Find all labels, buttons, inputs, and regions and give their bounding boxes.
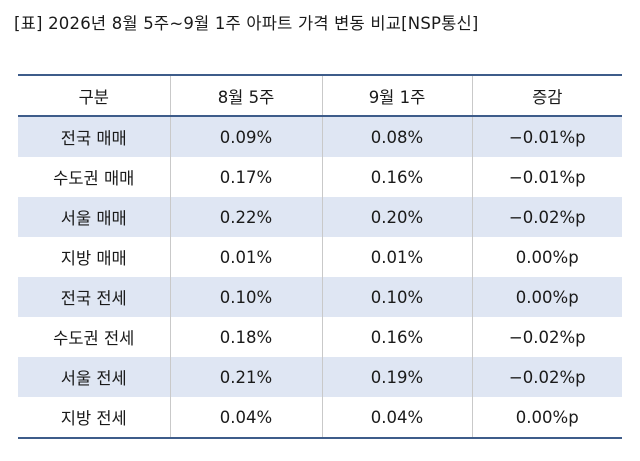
row-label: 지방 전세 (18, 397, 170, 439)
header-sep-week1: 9월 1주 (321, 74, 472, 117)
row-label: 전국 매매 (18, 116, 170, 157)
table-row: 수도권 매매 0.17% 0.16% −0.01%p (18, 157, 622, 197)
cell-sep-week1: 0.08% (321, 116, 472, 157)
cell-aug-week5: 0.10% (169, 277, 322, 317)
header-aug-week5: 8월 5주 (169, 74, 322, 117)
cell-change: −0.02%p (471, 317, 622, 357)
cell-aug-week5: 0.18% (169, 317, 322, 357)
table-row: 지방 매매 0.01% 0.01% 0.00%p (18, 237, 622, 277)
cell-change: −0.01%p (471, 157, 622, 197)
cell-change: 0.00%p (471, 397, 622, 439)
cell-change: 0.00%p (471, 277, 622, 317)
table-row: 전국 전세 0.10% 0.10% 0.00%p (18, 277, 622, 317)
row-label: 수도권 전세 (53, 329, 135, 348)
cell-aug-week5: 0.04% (169, 397, 322, 439)
table-row: 서울 전세 0.21% 0.19% −0.02%p (18, 357, 622, 397)
cell-sep-week1: 0.16% (321, 317, 472, 357)
cell-change: 0.00%p (471, 237, 622, 277)
cell-change: −0.02%p (471, 197, 622, 237)
cell-sep-week1: 0.04% (321, 397, 472, 439)
cell-aug-week5: 0.17% (169, 157, 322, 197)
table-row: 전국 매매 0.09% 0.08% −0.01%p (18, 116, 622, 157)
row-label: 지방 매매 (60, 249, 127, 268)
cell-aug-week5: 0.09% (169, 116, 322, 157)
header-row: 구분 8월 5주 9월 1주 증감 (18, 74, 622, 117)
row-label: 서울 전세 (18, 357, 170, 397)
row-label: 수도권 매매 (53, 169, 135, 188)
cell-sep-week1: 0.16% (321, 157, 472, 197)
cell-sep-week1: 0.01% (321, 237, 472, 277)
cell-aug-week5: 0.01% (169, 237, 322, 277)
cell-sep-week1: 0.10% (321, 277, 472, 317)
cell-aug-week5: 0.22% (169, 197, 322, 237)
table-row: 수도권 전세 0.18% 0.16% −0.02%p (18, 317, 622, 357)
cell-sep-week1: 0.20% (321, 197, 472, 237)
table-caption: [표] 2026년 8월 5주~9월 1주 아파트 가격 변동 비교[NSP통신… (14, 14, 479, 33)
header-change: 증감 (471, 74, 622, 117)
row-label: 서울 매매 (18, 197, 170, 237)
row-label: 전국 전세 (18, 277, 170, 317)
header-category: 구분 (18, 74, 170, 117)
cell-change: −0.01%p (471, 116, 622, 157)
cell-change: −0.02%p (471, 357, 622, 397)
table-row: 서울 매매 0.22% 0.20% −0.02%p (18, 197, 622, 237)
table-row: 지방 전세 0.04% 0.04% 0.00%p (18, 397, 622, 439)
cell-sep-week1: 0.19% (321, 357, 472, 397)
cell-aug-week5: 0.21% (169, 357, 322, 397)
price-change-table: 구분 8월 5주 9월 1주 증감 전국 매매 0.09% 0.08% −0.0… (18, 74, 622, 439)
